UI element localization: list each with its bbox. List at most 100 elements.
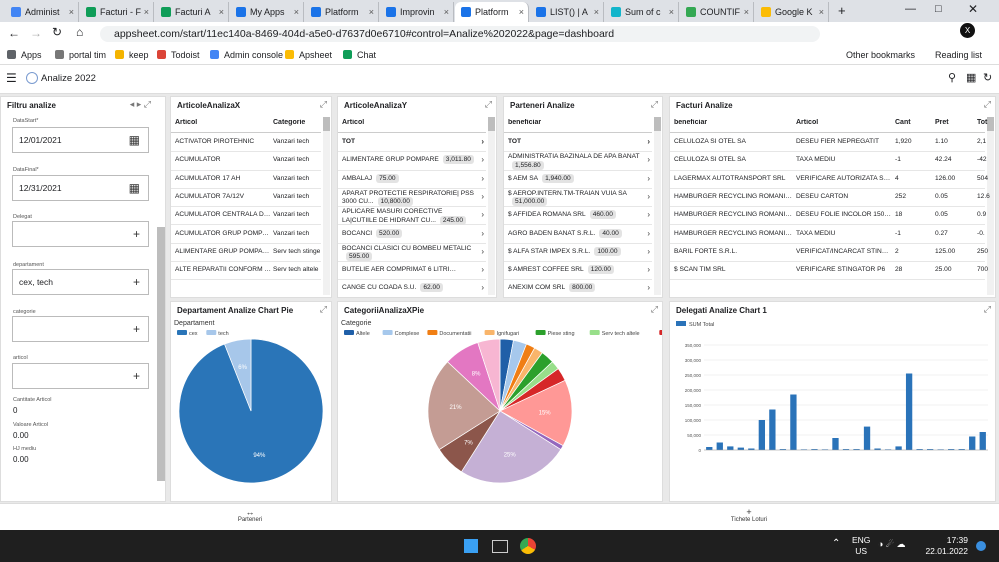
table-row[interactable]: ACUMULATOR Vanzari tech: [171, 151, 321, 171]
clock[interactable]: 17:39 22.01.2022: [920, 535, 968, 557]
expand[interactable]: ⤢: [983, 99, 991, 109]
tab[interactable]: COUNTIF ×: [680, 2, 754, 22]
chrome-icon[interactable]: [520, 538, 536, 554]
menu[interactable]: ☰: [6, 71, 17, 85]
table-row[interactable]: CELULOZA SI OTEL SA DESEU FIER NEPREGATIT…: [670, 133, 986, 153]
calendar-icon[interactable]: ▦: [128, 133, 140, 147]
tab[interactable]: My Apps ×: [230, 2, 304, 22]
bookmark[interactable]: Apsheet: [285, 49, 332, 61]
bookmark[interactable]: Admin console: [210, 49, 283, 61]
table-row[interactable]: $ AFFIDEA ROMANA SRL 460.00 ›: [504, 206, 652, 226]
tab-close[interactable]: ×: [68, 7, 74, 17]
calendar-icon[interactable]: ▦: [128, 181, 140, 195]
table-row[interactable]: ACUMULATOR GRUP POMPAR... Vanzari tech: [171, 225, 321, 244]
expand[interactable]: ⤢: [650, 304, 658, 314]
table-row[interactable]: CELULOZA SI OTEL SA TAXA MEDIU -1 42.24 -42: [670, 151, 987, 171]
panel-controls[interactable]: ◂ ▸ ⤢: [129, 99, 151, 109]
forward[interactable]: →: [30, 26, 42, 40]
table-row[interactable]: $ SCAN TIM SRL VERIFICARE STINGATOR P6 28 2…: [670, 261, 988, 281]
table-row[interactable]: BARIL FORTE S.R.L. VERIFICAT/INCARCAT STI…: [670, 243, 988, 263]
bookmark[interactable]: keep: [115, 49, 149, 61]
table-row[interactable]: ALIMENTARE GRUP POMPARE 3,011.80 ›: [338, 151, 486, 171]
table-row[interactable]: ALTE REPARATII CONFORM DE... Serv tech al…: [171, 261, 321, 281]
tab-close[interactable]: ×: [818, 7, 824, 17]
tab-close[interactable]: ×: [593, 7, 599, 17]
tab[interactable]: Platform ×: [305, 2, 379, 22]
tab[interactable]: Sum of c ×: [605, 2, 679, 22]
table-row[interactable]: $ AEROP.INTERN.TM-TRAIAN VUIA SA51,000.0…: [504, 188, 652, 208]
new-tab[interactable]: +: [838, 3, 846, 18]
tab-close[interactable]: ×: [293, 7, 299, 17]
tab-close[interactable]: ×: [743, 7, 749, 17]
bookmark[interactable]: Apps: [7, 49, 42, 61]
add-icon[interactable]: +: [132, 369, 140, 383]
table-row[interactable]: $ ALFA STAR IMPEX S.R.L. 100.00 ›: [504, 243, 652, 263]
close-window[interactable]: ✕: [968, 2, 979, 16]
table-row[interactable]: AGRO BADEN BANAT S.R.L. 40.00 ›: [504, 225, 652, 244]
expand[interactable]: ⤢: [484, 99, 492, 109]
reload[interactable]: ↻: [52, 25, 63, 39]
tab[interactable]: Google K ×: [755, 2, 829, 22]
tab[interactable]: Administ ×: [5, 2, 79, 22]
field-input[interactable]: 12/31/2021 ▦: [12, 175, 149, 201]
nav-item[interactable]: + Tichete Loturi: [719, 507, 779, 523]
table-row[interactable]: HAMBURGER RECYCLING ROMANIA SRL DESEU FOL…: [670, 206, 986, 226]
table-row[interactable]: BOCANCI 520.00 ›: [338, 225, 486, 244]
profile[interactable]: X: [960, 23, 975, 38]
table-row[interactable]: ANEXIM COM SRL 800.00 ›: [504, 279, 652, 297]
table-row[interactable]: $ AMREST COFFEE SRL 120.00 ›: [504, 261, 652, 281]
search[interactable]: ⚲: [948, 72, 957, 84]
bookmark[interactable]: Other bookmarks: [846, 50, 916, 60]
tab[interactable]: Improvin ×: [380, 2, 454, 22]
nav-item[interactable]: ↔ Parteneri: [220, 507, 280, 523]
table-row[interactable]: BOCANCI CLASICI CU BOMBEU METALIC595.00 ›: [338, 243, 486, 263]
tab-close[interactable]: ×: [218, 7, 224, 17]
table-row[interactable]: ADMINISTRATIA BAZINALA DE APA BANAT1,556…: [504, 151, 652, 171]
tab[interactable]: LIST() | A ×: [530, 2, 604, 22]
table-row[interactable]: LAGERMAX AUTOTRANSPORT SRL VERIFICARE AUT…: [670, 170, 988, 189]
maximize[interactable]: □: [935, 3, 942, 15]
table-row[interactable]: $ AEM SA 1,940.00 ›: [504, 170, 652, 189]
table-row[interactable]: TOT ›: [504, 133, 652, 153]
expand[interactable]: ⤢: [650, 99, 658, 109]
bookmark[interactable]: Chat: [343, 49, 376, 61]
tab-close[interactable]: ×: [518, 7, 524, 17]
expand[interactable]: ⤢: [319, 304, 327, 314]
expand[interactable]: ⤢: [319, 99, 327, 109]
notification[interactable]: [976, 541, 986, 551]
table-row[interactable]: TOT ›: [338, 133, 486, 153]
tab-close[interactable]: ×: [668, 7, 674, 17]
field-input[interactable]: cex, tech +: [12, 269, 149, 295]
bookmark[interactable]: portal tim: [55, 49, 106, 61]
bookmark[interactable]: Reading list: [935, 50, 983, 60]
table-row[interactable]: ALIMENTARE GRUP POMPARE Serv tech stinge: [171, 243, 321, 263]
table-row[interactable]: ACTIVATOR PIROTEHNIC Vanzari tech: [171, 133, 321, 153]
table-row[interactable]: ACUMULATOR 17 AH Vanzari tech: [171, 170, 321, 189]
expand[interactable]: ⤢: [983, 304, 991, 314]
field-input[interactable]: 12/01/2021 ▦: [12, 127, 149, 153]
back[interactable]: ←: [8, 26, 20, 40]
add-icon[interactable]: +: [132, 322, 140, 336]
table-row[interactable]: ACUMULATOR 7A/12V Vanzari tech: [171, 188, 321, 208]
home[interactable]: ⌂: [76, 25, 84, 39]
tab-close[interactable]: ×: [368, 7, 374, 17]
field-input[interactable]: +: [12, 363, 149, 389]
tab[interactable]: Facturi - F ×: [80, 2, 154, 22]
tray-up[interactable]: ⌃: [832, 538, 841, 549]
table-row[interactable]: HAMBURGER RECYCLING ROMANIA SRL DESEU CAR…: [670, 188, 990, 208]
table-row[interactable]: APARAT PROTECTIE RESPIRATORIE| PSS 3000 …: [338, 188, 486, 208]
table-row[interactable]: HAMBURGER RECYCLING ROMANIA SRL TAXA MEDI…: [670, 225, 985, 244]
start-button[interactable]: [464, 539, 478, 553]
language[interactable]: ENG US: [852, 535, 870, 557]
bookmark[interactable]: Todoist: [157, 49, 200, 61]
minimize[interactable]: —: [905, 3, 916, 15]
table-row[interactable]: AMBALAJ 75.00 ›: [338, 170, 486, 189]
add-icon[interactable]: +: [132, 227, 140, 241]
field-input[interactable]: +: [12, 316, 149, 342]
grid-menu[interactable]: ▦: [966, 72, 977, 84]
tab-close[interactable]: ×: [143, 7, 149, 17]
field-input[interactable]: +: [12, 221, 149, 247]
table-row[interactable]: APLICARE MASURI CORECTIVE LA|CUTIILE DE …: [338, 206, 486, 226]
table-row[interactable]: ACUMULATOR CENTRALA DET... Vanzari tech: [171, 206, 321, 226]
